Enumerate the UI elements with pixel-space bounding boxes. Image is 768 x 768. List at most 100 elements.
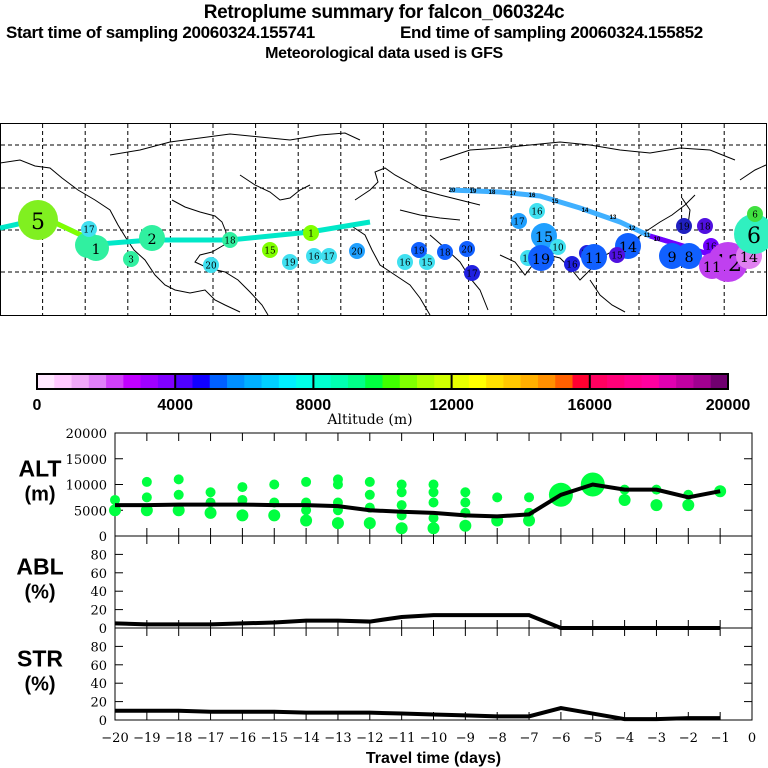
track-day-label: 19 (470, 189, 477, 195)
arctic-coast (109, 132, 361, 156)
x-tick-label: −17 (197, 731, 224, 746)
altitude-scatter-point (110, 494, 120, 505)
cluster-circle (321, 248, 337, 264)
x-tick-label: −3 (647, 731, 666, 746)
altitude-scatter-point (141, 492, 152, 503)
altitude-scatter-point (523, 514, 536, 527)
colorbar-swatch (71, 374, 90, 389)
colorbar-frame (36, 373, 729, 390)
colorbar-tick-label: 20000 (706, 397, 751, 414)
colorbar-swatch (330, 374, 349, 389)
cluster-circle (262, 242, 278, 258)
cluster-circle (411, 242, 427, 258)
altitude-scatter-point (205, 487, 216, 498)
colorbar-swatch (572, 374, 591, 389)
x-tick-label: −20 (101, 731, 128, 746)
cluster-circle (747, 206, 763, 222)
y-tick-label: 20 (90, 604, 107, 619)
colorbar-swatch (296, 374, 314, 389)
cluster-circle (81, 221, 97, 237)
altitude-scatter-point (172, 504, 185, 517)
x-tick-label: −18 (165, 731, 192, 746)
cluster-day-label: 10 (552, 244, 564, 254)
cluster-circle (123, 251, 139, 267)
coastlines (0, 132, 767, 316)
cluster-day-label: 18 (699, 223, 710, 233)
colorbar-swatch (399, 374, 418, 389)
cluster-circle (419, 254, 435, 270)
cluster-day-label: 11 (522, 255, 533, 265)
y-tick-label: 0 (99, 622, 107, 637)
cluster-circle (397, 254, 413, 270)
abl-panel: 0 20 40 60 80 ABL(%) (16, 535, 753, 637)
colorbar-swatch (607, 374, 625, 389)
y-tick-label: 60 (90, 567, 107, 582)
altitude-scatter-point (237, 494, 248, 505)
x-tick-label: −9 (456, 731, 475, 746)
cluster-circle (529, 203, 545, 219)
colorbar-tick-label: 8000 (296, 397, 332, 414)
altitude-scatter-point (650, 499, 663, 512)
altitude-scatter-point (682, 499, 695, 512)
cluster-circle (282, 254, 298, 270)
cluster-day-label: 16 (566, 261, 578, 271)
colorbar-swatch (693, 374, 712, 389)
x-tick-label: −13 (324, 731, 351, 746)
time-series-panels: 05000100001500020000ALT(m)020406080ABL(%… (16, 427, 756, 767)
x-tick-label: −14 (292, 731, 319, 746)
colorbar-swatch (106, 374, 124, 389)
x-tick-label: 0 (748, 731, 756, 746)
x-tick-label: −5 (583, 731, 602, 746)
altitude-scatter-point (428, 512, 439, 523)
cluster-circle (464, 265, 480, 281)
altitude-scatter-point (300, 514, 313, 527)
cluster-day-label: 20 (351, 248, 363, 258)
cluster-circle (222, 232, 238, 248)
colorbar-swatch (244, 374, 263, 389)
track-day-label: 16 (529, 193, 536, 199)
cluster-circle (699, 253, 725, 279)
cluster-day-label: 15 (611, 252, 622, 262)
colorbar-swatch (192, 374, 211, 389)
series-line (115, 482, 721, 519)
altitude-scatter-point (301, 505, 312, 516)
altitude-scatter-point (428, 497, 439, 508)
altitude-scatter-point (618, 493, 631, 506)
x-tick-label: −8 (488, 731, 507, 746)
y-tick-label: 20 (90, 696, 107, 711)
colorbar-swatch (555, 374, 574, 389)
cluster-day-label: 1 (308, 230, 314, 240)
panel-label: ABL (16, 554, 63, 580)
y-tick-label: 40 (90, 585, 107, 600)
cluster-circle (511, 213, 527, 229)
cluster-day-label: 16 (399, 259, 411, 269)
colorbar-swatch (157, 374, 176, 389)
chart-title: Retroplume summary for falcon_060324c (203, 2, 565, 23)
y-tick-label: 80 (90, 548, 107, 563)
colorbar-swatch (278, 374, 297, 389)
colorbar-swatch (365, 374, 383, 389)
altitude-scatter-point (204, 506, 217, 519)
altitude-scatter-point (332, 474, 343, 485)
cluster-circle (564, 256, 580, 272)
series-line (114, 613, 721, 630)
cluster-circle (531, 223, 557, 249)
cluster-circle (581, 244, 607, 270)
altitude-scatter-point (364, 489, 375, 500)
europe-coast (354, 167, 481, 206)
panel-unit-label: (%) (24, 582, 55, 604)
cluster-day-label: 17 (466, 270, 477, 280)
colorbar-swatch (537, 374, 556, 389)
end-time-label: End time of sampling 20060324.155852 (400, 23, 703, 42)
altitude-scatter-point (141, 476, 152, 487)
x-tick-label: −11 (388, 731, 415, 746)
cluster-circle (303, 225, 319, 241)
plume-clusters: 5411732182015191161720161519182017171615… (18, 200, 768, 282)
cluster-day-label: 17 (323, 253, 334, 263)
track-day-label: 13 (610, 215, 617, 221)
cluster-day-label: 2 (147, 232, 156, 248)
colorbar-swatch (434, 374, 453, 389)
cluster-day-label: 17 (83, 226, 94, 236)
